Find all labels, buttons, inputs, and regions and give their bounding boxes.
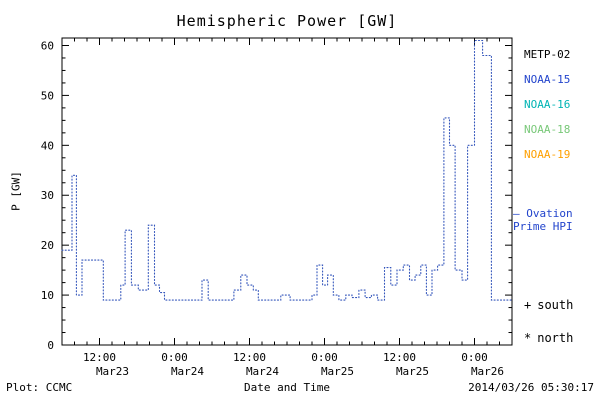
legend-marker-south: + south [524, 298, 573, 312]
legend-item-noaa19: NOAA-19 [524, 148, 571, 161]
legend-ovation-prime-hpi: — Ovation Prime HPI [513, 207, 573, 233]
chart-title: Hemispheric Power [GW] [176, 12, 398, 30]
svg-text:0:00: 0:00 [461, 351, 488, 364]
svg-text:50: 50 [41, 89, 54, 102]
plot-timestamp: 2014/03/26 05:30:17 [468, 381, 594, 394]
asterisk-marker-icon: * [524, 331, 532, 345]
svg-text:Mar26: Mar26 [471, 365, 504, 378]
plot-credit: Plot: CCMC [6, 381, 73, 394]
legend: METP-02 NOAA-15 NOAA-16 NOAA-18 NOAA-19 [524, 46, 570, 171]
svg-text:12:00: 12:00 [383, 351, 416, 364]
svg-text:0:00: 0:00 [311, 351, 338, 364]
svg-text:Mar24: Mar24 [171, 365, 204, 378]
svg-text:0:00: 0:00 [161, 351, 188, 364]
legend-ovation-line2: Prime HPI [513, 220, 573, 233]
svg-text:Mar23: Mar23 [96, 365, 129, 378]
legend-item-metp02: METP-02 [524, 48, 571, 61]
legend-marker-north: * north [524, 331, 573, 345]
y-axis-label: P [GW] [9, 171, 23, 211]
svg-text:12:00: 12:00 [83, 351, 116, 364]
svg-text:20: 20 [41, 239, 54, 252]
svg-text:10: 10 [41, 289, 54, 302]
svg-text:Mar24: Mar24 [246, 365, 279, 378]
x-axis-label: Date and Time [243, 381, 331, 394]
svg-text:0: 0 [47, 339, 54, 352]
svg-text:12:00: 12:00 [233, 351, 266, 364]
svg-text:30: 30 [41, 189, 54, 202]
legend-marker-north-label: north [537, 331, 574, 345]
legend-item-noaa16: NOAA-16 [524, 98, 571, 111]
svg-text:Mar25: Mar25 [321, 365, 354, 378]
plus-marker-icon: + [524, 298, 532, 312]
legend-ovation-line1: — Ovation [513, 207, 573, 220]
svg-text:Mar25: Mar25 [396, 365, 429, 378]
legend-item-noaa15: NOAA-15 [524, 73, 571, 86]
svg-text:40: 40 [41, 139, 54, 152]
legend-marker-south-label: south [537, 298, 574, 312]
svg-text:60: 60 [41, 39, 54, 52]
legend-item-noaa18: NOAA-18 [524, 123, 571, 136]
